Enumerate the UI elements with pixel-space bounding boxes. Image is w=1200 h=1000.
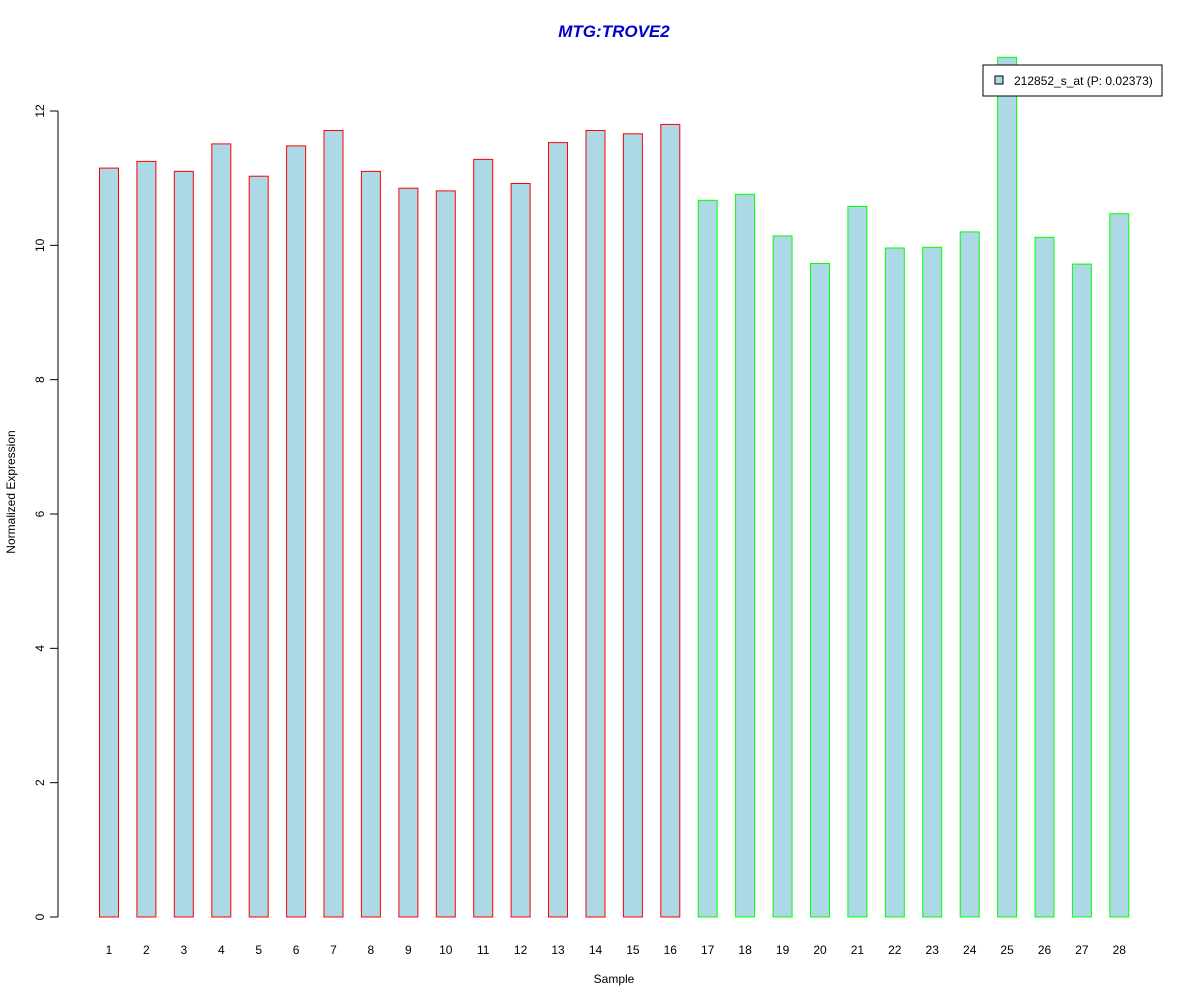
y-tick-label: 12 [33,104,47,118]
bar-sample-21 [847,205,868,918]
bar-sample-14 [585,130,606,918]
bar-sample-24 [959,231,980,918]
x-tick-label: 16 [664,943,678,957]
y-tick-label: 10 [33,238,47,252]
y-tick-label: 6 [33,510,47,517]
y-tick-label: 2 [33,779,47,786]
x-tick-label: 28 [1113,943,1127,957]
y-axis-label: Normalized Expression [4,430,18,553]
bar-sample-26 [1034,236,1055,918]
x-tick-label: 13 [551,943,565,957]
x-tick-labels: 1 2 3 4 5 6 7 8 9 10 11 12 13 14 15 16 17 18 19 20 21 22 23 24 2… [106,943,1127,957]
x-tick-label: 22 [888,943,902,957]
bar-sample-17 [697,199,718,918]
x-tick-label: 19 [776,943,790,957]
x-tick-label: 17 [701,943,715,957]
x-tick-label: 14 [589,943,603,957]
bar-sample-22 [884,247,905,918]
legend-series-label: 212852_s_at (P: 0.02373) [1014,74,1153,88]
legend-box [982,64,1163,97]
bar-sample-11 [473,158,494,918]
x-tick-label: 5 [255,943,262,957]
x-tick-label: 12 [514,943,528,957]
x-tick-label: 23 [926,943,940,957]
x-axis-label: Sample [594,972,635,986]
bar-sample-15 [622,133,643,918]
x-tick-label: 10 [439,943,453,957]
bar-sample-25 [997,56,1018,918]
x-tick-label: 18 [738,943,752,957]
bar-sample-8 [360,170,381,918]
bar-sample-5 [248,175,269,918]
bar-sample-28 [1109,213,1130,918]
legend-swatch [994,75,1004,85]
y-tick-label: 8 [33,376,47,383]
x-tick-label: 9 [405,943,412,957]
bar-sample-9 [398,187,419,918]
bar-sample-13 [548,142,568,918]
bar-sample-20 [810,263,830,918]
bar-sample-7 [323,130,344,918]
bar-sample-1 [99,167,119,918]
x-tick-label: 15 [626,943,640,957]
bar-sample-4 [211,143,232,918]
bar-sample-12 [510,183,531,918]
bar-sample-6 [286,145,307,918]
bar-sample-3 [173,170,194,918]
x-tick-label: 7 [330,943,337,957]
x-tick-label: 3 [180,943,187,957]
x-tick-label: 25 [1000,943,1014,957]
x-tick-label: 11 [477,943,490,957]
legend: 212852_s_at (P: 0.02373) [982,64,1163,97]
chart-title: MTG:TROVE2 [558,22,670,41]
x-tick-label: 1 [106,943,113,957]
bar-sample-19 [772,235,793,918]
y-tick-label: 4 [33,645,47,652]
x-tick-label: 6 [293,943,300,957]
x-tick-label: 4 [218,943,225,957]
bar-sample-23 [922,246,943,918]
bar-sample-27 [1071,263,1092,918]
bar-group [99,56,1130,918]
x-tick-label: 26 [1038,943,1052,957]
bar-sample-18 [735,193,756,918]
x-tick-label: 21 [851,943,865,957]
x-tick-label: 2 [143,943,150,957]
x-tick-label: 20 [813,943,827,957]
x-tick-label: 27 [1075,943,1089,957]
y-axis: 0 2 4 6 8 10 12 [33,104,59,920]
y-tick-label: 0 [33,913,47,920]
x-tick-label: 24 [963,943,977,957]
bar-sample-10 [435,190,456,918]
x-tick-label: 8 [368,943,375,957]
bar-sample-16 [660,123,681,918]
bar-sample-2 [136,160,157,918]
